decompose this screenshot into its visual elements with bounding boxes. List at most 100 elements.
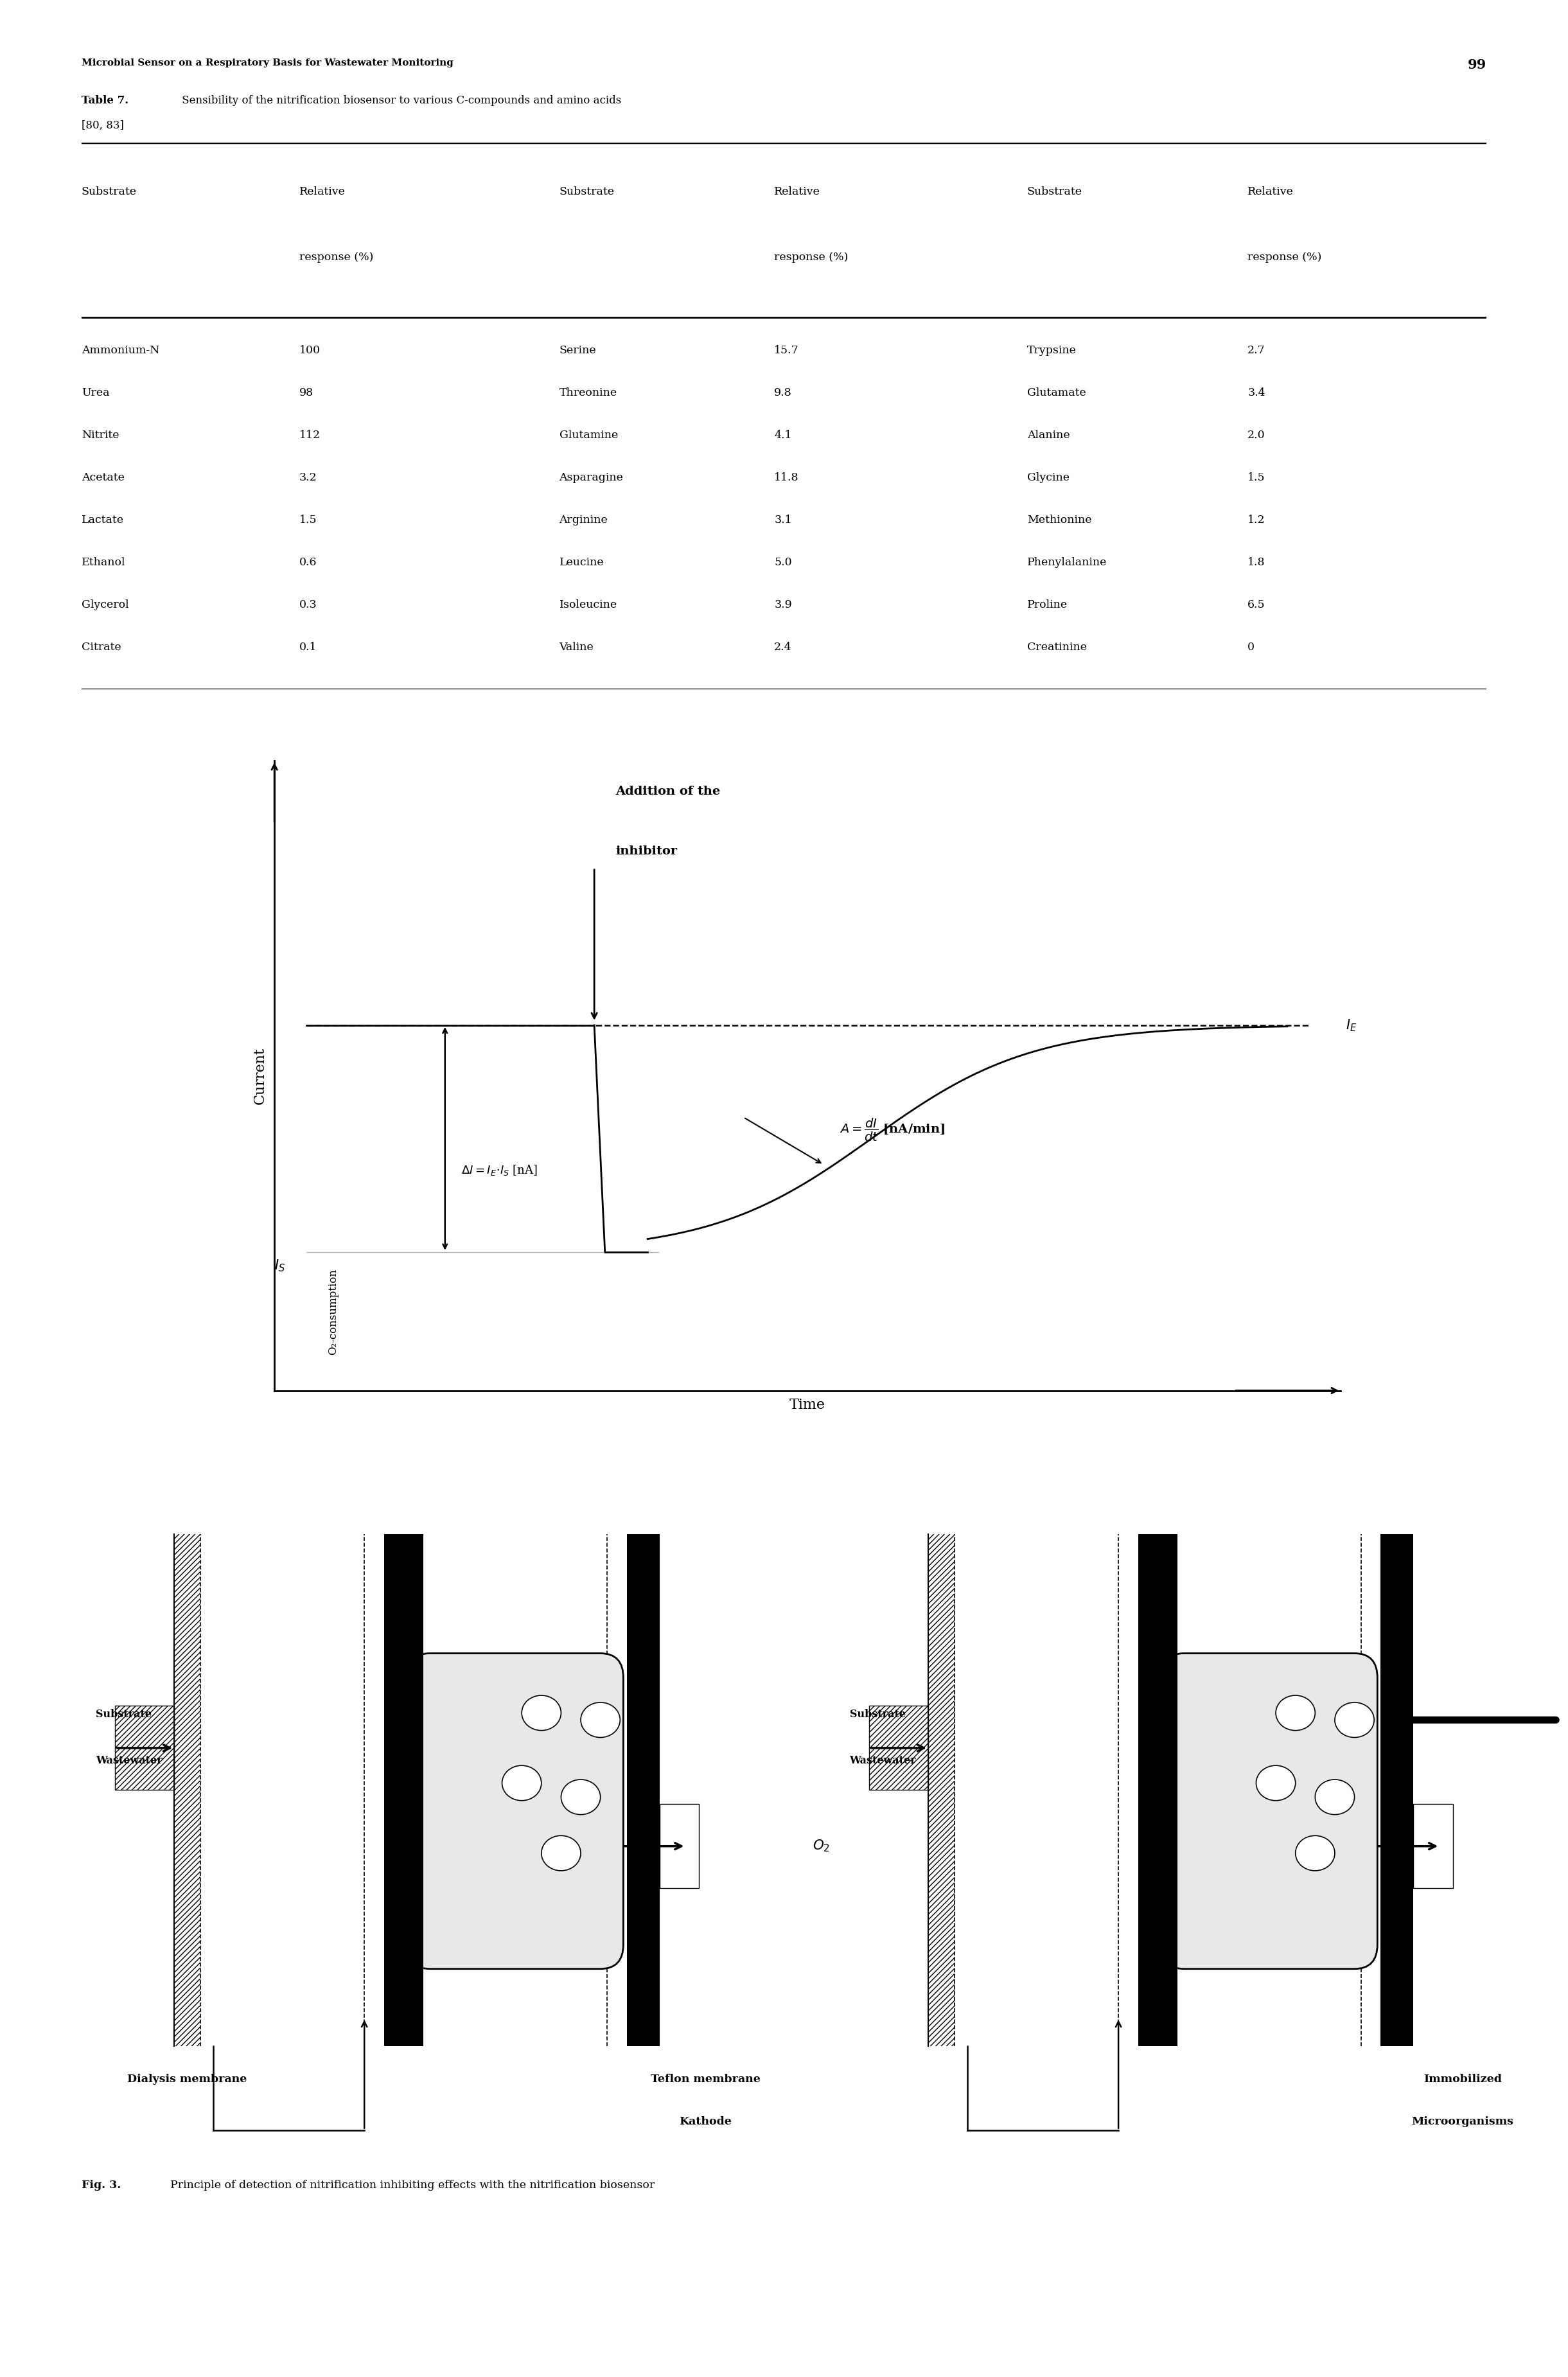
- Text: 99: 99: [1468, 57, 1486, 71]
- Text: Isoleucine: Isoleucine: [560, 599, 618, 611]
- Text: Fig. 3.: Fig. 3.: [82, 2180, 121, 2192]
- Text: inhibitor: inhibitor: [616, 846, 677, 858]
- Bar: [174, 1533, 201, 2047]
- Text: Substrate: Substrate: [560, 185, 615, 197]
- Text: Glycerol: Glycerol: [82, 599, 129, 611]
- Text: 1.5: 1.5: [1248, 473, 1265, 483]
- FancyBboxPatch shape: [408, 1654, 624, 1968]
- Ellipse shape: [1316, 1780, 1355, 1814]
- Text: Addition of the: Addition of the: [616, 787, 720, 796]
- Text: Wastewater: Wastewater: [96, 1754, 162, 1766]
- Text: Proline: Proline: [1027, 599, 1068, 611]
- Text: Substrate: Substrate: [96, 1709, 152, 1721]
- Text: Lactate: Lactate: [82, 513, 124, 525]
- Bar: [1413, 1804, 1454, 1887]
- Bar: [660, 1804, 699, 1887]
- Text: 98: 98: [299, 387, 314, 399]
- Text: Relative: Relative: [299, 185, 345, 197]
- Text: Relative: Relative: [775, 185, 820, 197]
- Text: 6.5: 6.5: [1248, 599, 1265, 611]
- Text: Principle of detection of nitrification inhibiting effects with the nitrificatio: Principle of detection of nitrification …: [163, 2180, 654, 2192]
- Text: Microbial Sensor on a Respiratory Basis for Wastewater Monitoring: Microbial Sensor on a Respiratory Basis …: [82, 57, 453, 67]
- Bar: [627, 1533, 660, 2047]
- Text: Immobilized: Immobilized: [1424, 2075, 1502, 2085]
- Text: Glutamine: Glutamine: [560, 430, 618, 440]
- Text: response (%): response (%): [1248, 252, 1322, 264]
- Ellipse shape: [1334, 1702, 1374, 1738]
- Text: Methionine: Methionine: [1027, 513, 1091, 525]
- Text: Threonine: Threonine: [560, 387, 618, 399]
- Text: Creatinine: Creatinine: [1027, 642, 1087, 651]
- Text: 4.1: 4.1: [775, 430, 792, 440]
- Text: 2.4: 2.4: [775, 642, 792, 651]
- Bar: [869, 1707, 928, 1790]
- Text: Ammonium-N: Ammonium-N: [82, 345, 160, 357]
- Text: [80, 83]: [80, 83]: [82, 119, 124, 131]
- Text: Leucine: Leucine: [560, 556, 604, 568]
- Ellipse shape: [502, 1766, 541, 1802]
- Text: Substrate: Substrate: [1027, 185, 1082, 197]
- Text: 100: 100: [299, 345, 320, 357]
- Text: 3.9: 3.9: [775, 599, 792, 611]
- Text: $\Delta I=I_E\!\cdot\!I_S$ [nA]: $\Delta I=I_E\!\cdot\!I_S$ [nA]: [461, 1162, 538, 1177]
- Text: O₂-consumption: O₂-consumption: [328, 1269, 339, 1355]
- Ellipse shape: [580, 1702, 619, 1738]
- Text: Acetate: Acetate: [82, 473, 124, 483]
- Text: Urea: Urea: [82, 387, 110, 399]
- Text: 15.7: 15.7: [775, 345, 800, 357]
- Text: Substrate: Substrate: [850, 1709, 905, 1721]
- Text: 1.2: 1.2: [1248, 513, 1265, 525]
- Text: Microorganisms: Microorganisms: [1411, 2116, 1513, 2127]
- Ellipse shape: [541, 1835, 580, 1871]
- Text: Citrate: Citrate: [82, 642, 121, 651]
- Text: Table 7.: Table 7.: [82, 95, 129, 107]
- X-axis label: Time: Time: [790, 1398, 825, 1412]
- Text: Phenylalanine: Phenylalanine: [1027, 556, 1107, 568]
- Text: 1.5: 1.5: [299, 513, 317, 525]
- Text: Asparagine: Asparagine: [560, 473, 624, 483]
- Text: 3.4: 3.4: [1248, 387, 1265, 399]
- Text: 0: 0: [1248, 642, 1254, 651]
- Ellipse shape: [522, 1695, 561, 1730]
- Text: 5.0: 5.0: [775, 556, 792, 568]
- Text: Valine: Valine: [560, 642, 594, 651]
- Text: Sensibility of the nitrification biosensor to various C-compounds and amino acid: Sensibility of the nitrification biosens…: [179, 95, 621, 107]
- FancyBboxPatch shape: [1160, 1654, 1377, 1968]
- Ellipse shape: [561, 1780, 601, 1814]
- Ellipse shape: [1295, 1835, 1334, 1871]
- Text: $I_E$: $I_E$: [1345, 1017, 1358, 1032]
- Text: Nitrite: Nitrite: [82, 430, 119, 440]
- Text: $I_S$: $I_S$: [274, 1257, 285, 1274]
- Bar: [928, 1533, 955, 2047]
- Text: Serine: Serine: [560, 345, 596, 357]
- Text: Dialysis membrane: Dialysis membrane: [127, 2075, 248, 2085]
- Text: response (%): response (%): [775, 252, 848, 264]
- Text: 0.1: 0.1: [299, 642, 317, 651]
- Text: 1.8: 1.8: [1248, 556, 1265, 568]
- Text: 2.7: 2.7: [1248, 345, 1265, 357]
- Text: Substrate: Substrate: [82, 185, 136, 197]
- Text: 3.1: 3.1: [775, 513, 792, 525]
- Text: response (%): response (%): [299, 252, 373, 264]
- Text: 3.2: 3.2: [299, 473, 317, 483]
- Bar: [114, 1707, 174, 1790]
- Text: 112: 112: [299, 430, 320, 440]
- Bar: [384, 1533, 423, 2047]
- Text: 0.3: 0.3: [299, 599, 317, 611]
- Text: Teflon membrane: Teflon membrane: [651, 2075, 760, 2085]
- Text: $O_2$: $O_2$: [812, 1837, 829, 1854]
- Text: Glutamate: Glutamate: [1027, 387, 1087, 399]
- Y-axis label: Current: Current: [252, 1046, 267, 1105]
- Text: Relative: Relative: [1248, 185, 1294, 197]
- Ellipse shape: [1256, 1766, 1295, 1802]
- Bar: [1381, 1533, 1413, 2047]
- Text: Wastewater: Wastewater: [850, 1754, 916, 1766]
- Bar: [1138, 1533, 1178, 2047]
- Text: Trypsine: Trypsine: [1027, 345, 1077, 357]
- Text: Arginine: Arginine: [560, 513, 608, 525]
- Text: 9.8: 9.8: [775, 387, 792, 399]
- Text: 11.8: 11.8: [775, 473, 800, 483]
- Text: 2.0: 2.0: [1248, 430, 1265, 440]
- Text: Kathode: Kathode: [679, 2116, 732, 2127]
- Text: Alanine: Alanine: [1027, 430, 1069, 440]
